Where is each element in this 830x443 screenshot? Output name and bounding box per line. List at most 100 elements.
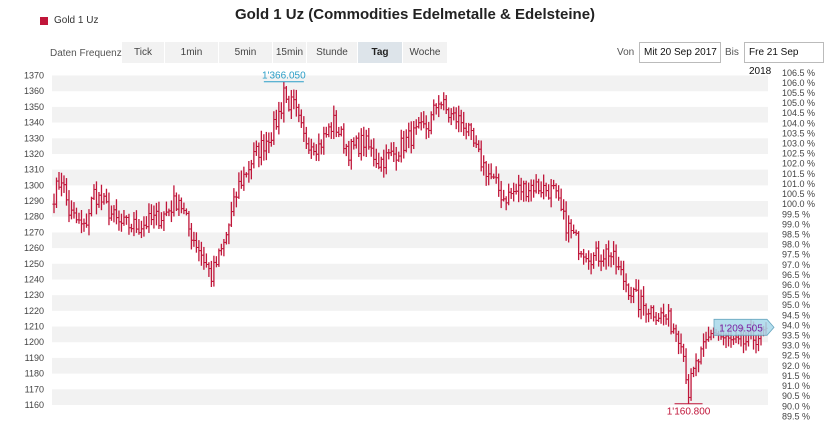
right-tick-label: 91.5 %	[782, 371, 810, 381]
grid-band	[52, 326, 768, 343]
grid-band	[52, 106, 768, 123]
left-tick-label: 1350	[24, 102, 44, 112]
left-tick-label: 1250	[24, 259, 44, 269]
tab-woche[interactable]: Woche	[403, 42, 447, 63]
to-label: Bis	[725, 47, 739, 58]
ohlc-bar	[512, 182, 516, 202]
right-tick-label: 93.0 %	[782, 341, 810, 351]
right-tick-label: 105.5 %	[782, 88, 815, 98]
grid-bands	[52, 75, 768, 405]
tab-tick[interactable]: Tick	[122, 42, 164, 63]
right-tick-label: 96.5 %	[782, 270, 810, 280]
left-tick-label: 1300	[24, 180, 44, 190]
annotations: 1'366.050 1'160.800 1'209.505	[262, 71, 775, 418]
left-tick-label: 1320	[24, 149, 44, 159]
ohlc-bar	[377, 152, 381, 170]
tab-tag[interactable]: Tag	[358, 42, 402, 63]
last-value-box	[713, 318, 775, 336]
right-tick-label: 106.5 %	[782, 68, 815, 78]
left-tick-label: 1270	[24, 227, 44, 237]
right-axis: 89.5 %90.0 %90.5 %91.0 %91.5 %92.0 %92.5…	[782, 68, 815, 422]
tab-15min[interactable]: 15min	[273, 42, 306, 63]
from-date-input[interactable]: Mit 20 Sep 2017	[639, 42, 721, 63]
right-tick-label: 95.5 %	[782, 290, 810, 300]
grid-band	[52, 232, 768, 249]
last-value-label: 1'209.505	[719, 323, 763, 334]
ohlc-bar	[337, 126, 341, 138]
right-tick-label: 104.0 %	[782, 118, 815, 128]
right-tick-label: 89.5 %	[782, 411, 810, 421]
left-tick-label: 1170	[25, 384, 44, 394]
right-tick-label: 94.0 %	[782, 320, 810, 330]
right-tick-label: 101.5 %	[782, 169, 815, 179]
ohlc-bar	[129, 223, 134, 233]
left-tick-label: 1260	[24, 243, 44, 253]
grid-band	[52, 263, 768, 280]
right-tick-label: 91.0 %	[782, 381, 810, 391]
ohlc-bar	[527, 182, 531, 203]
tab-1min[interactable]: 1min	[165, 42, 218, 63]
right-tick-label: 99.0 %	[782, 219, 810, 229]
right-tick-label: 98.0 %	[782, 240, 810, 250]
ohlc-bar	[469, 123, 473, 141]
ohlc-bar	[144, 216, 149, 230]
left-tick-label: 1360	[24, 86, 44, 96]
right-tick-label: 90.0 %	[782, 401, 810, 411]
right-tick-label: 103.0 %	[782, 139, 815, 149]
left-tick-label: 1200	[24, 337, 44, 347]
right-tick-label: 100.0 %	[782, 199, 815, 209]
grid-band	[52, 169, 768, 186]
right-tick-label: 97.0 %	[782, 260, 810, 270]
ohlc-bar	[427, 121, 431, 138]
grid-band	[52, 295, 768, 311]
left-tick-label: 1280	[24, 212, 44, 222]
left-tick-label: 1330	[24, 133, 44, 143]
ohlc-bar	[82, 218, 86, 232]
left-axis: 1160 1170 1180 1190 1200 1210 1220 1230 1240 1250…	[24, 71, 44, 411]
ohlc-bar	[127, 213, 131, 235]
ohlc-bar	[339, 126, 343, 137]
left-tick-label: 1290	[24, 196, 44, 206]
right-tick-label: 104.5 %	[782, 108, 815, 118]
left-tick-label: 1210	[24, 322, 44, 332]
right-tick-label: 90.5 %	[782, 391, 810, 401]
tab-5min[interactable]: 5min	[219, 42, 272, 63]
right-tick-label: 101.0 %	[782, 179, 815, 189]
ohlc-bar	[584, 253, 588, 263]
right-tick-label: 92.5 %	[782, 351, 810, 361]
ohlc-bar	[329, 122, 333, 139]
right-tick-label: 98.5 %	[782, 229, 810, 239]
right-tick-label: 94.5 %	[782, 310, 810, 320]
legend-swatch	[40, 16, 48, 25]
right-tick-label: 105.0 %	[782, 98, 815, 108]
left-tick-label: 1370	[24, 71, 44, 81]
ohlc-bar	[92, 184, 96, 201]
to-date-input[interactable]: Fre 21 Sep 2018	[744, 42, 824, 77]
right-tick-label: 97.5 %	[782, 250, 810, 260]
right-tick-label: 102.5 %	[782, 149, 815, 159]
right-tick-label: 103.5 %	[782, 128, 815, 138]
right-tick-label: 92.0 %	[782, 361, 810, 371]
left-tick-label: 1240	[24, 274, 44, 284]
ohlc-bar	[502, 189, 506, 202]
left-tick-label: 1310	[24, 165, 44, 175]
grid-band	[52, 389, 768, 405]
ohlc-bar	[654, 312, 658, 325]
chart-title: Gold 1 Uz (Commodities Edelmetalle & Ede…	[234, 6, 596, 23]
left-tick-label: 1340	[24, 118, 44, 128]
right-tick-label: 106.0 %	[782, 78, 815, 88]
right-tick-label: 95.0 %	[782, 300, 810, 310]
grid-band	[52, 138, 768, 154]
legend-label: Gold 1 Uz	[54, 15, 99, 26]
tab-stunde[interactable]: Stunde	[307, 42, 357, 63]
left-tick-label: 1180	[25, 369, 44, 379]
ohlc-bar	[327, 123, 331, 138]
legend[interactable]: Gold 1 Uz	[40, 15, 98, 26]
ohlc-bar	[464, 122, 468, 140]
right-tick-label: 100.5 %	[782, 189, 815, 199]
grid-band	[52, 75, 768, 92]
ohlc-bar	[656, 313, 661, 323]
max-label: 1'366.050	[262, 71, 306, 82]
min-label: 1'160.800	[667, 407, 711, 418]
